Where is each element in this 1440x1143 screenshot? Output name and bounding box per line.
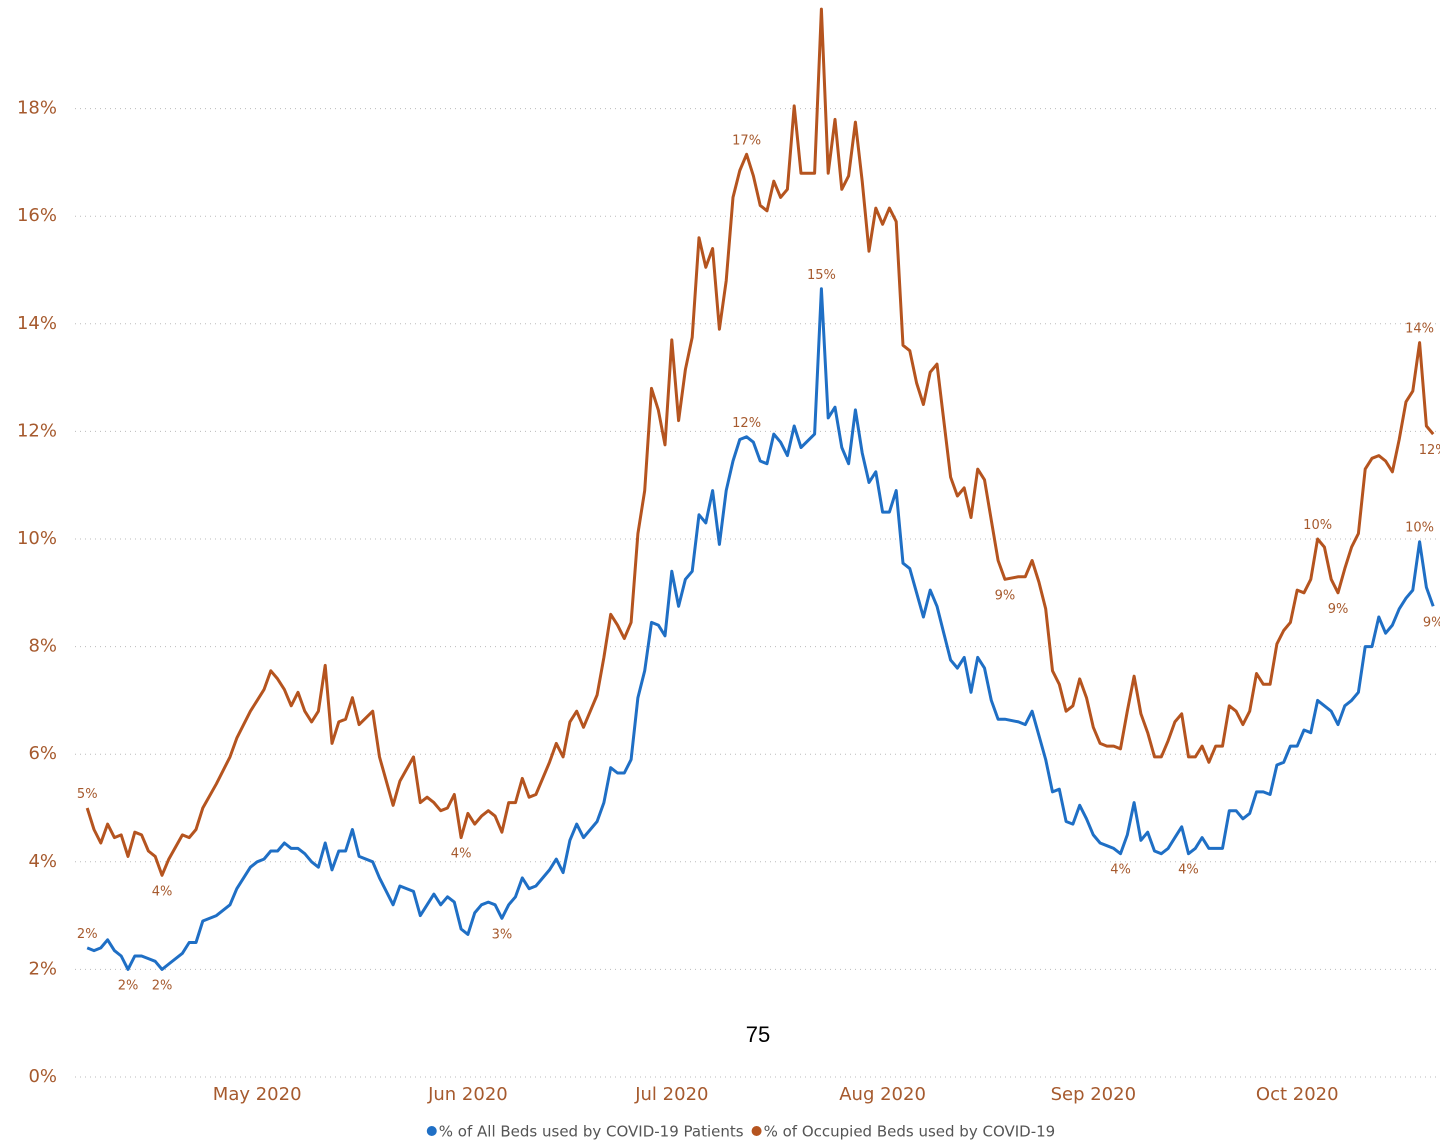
data-label: 4%: [451, 847, 472, 862]
legend-label: % of Occupied Beds used by COVID-19: [764, 1123, 1056, 1141]
y-tick-label: 4%: [28, 851, 57, 872]
data-label: 4%: [152, 884, 173, 899]
data-label: 14%: [1405, 322, 1434, 337]
data-label: 5%: [77, 787, 98, 802]
data-label: 12%: [1419, 443, 1440, 458]
data-label: 10%: [1303, 518, 1332, 533]
x-tick-label: May 2020: [213, 1084, 302, 1105]
data-label: 2%: [152, 978, 173, 993]
y-tick-label: 16%: [17, 205, 57, 226]
data-label: 9%: [995, 588, 1016, 603]
y-tick-label: 8%: [28, 636, 57, 657]
legend-label: % of All Beds used by COVID-19 Patients: [439, 1123, 744, 1141]
y-tick-label: 2%: [28, 958, 57, 979]
x-tick-label: Jul 2020: [634, 1084, 708, 1105]
x-tick-label: Aug 2020: [839, 1084, 926, 1105]
y-tick-label: 14%: [17, 313, 57, 334]
legend-marker: [751, 1126, 762, 1136]
x-tick-label: Sep 2020: [1051, 1084, 1136, 1105]
y-tick-label: 10%: [17, 528, 57, 549]
data-label: 3%: [492, 927, 513, 942]
data-label: 2%: [118, 978, 139, 993]
y-tick-label: 0%: [28, 1066, 57, 1087]
y-tick-label: 18%: [17, 98, 57, 119]
data-label: 4%: [1178, 863, 1199, 878]
x-tick-label: Oct 2020: [1256, 1084, 1339, 1105]
series-line: [86, 287, 1435, 971]
data-label: 4%: [1110, 863, 1131, 878]
data-label: 15%: [807, 268, 836, 283]
y-tick-label: 12%: [17, 420, 57, 441]
data-label: 12%: [732, 416, 761, 431]
data-label: 9%: [1423, 615, 1440, 630]
data-label: 17%: [732, 133, 761, 148]
data-label: 10%: [1405, 521, 1434, 536]
x-tick-label: Jun 2020: [427, 1084, 508, 1105]
data-label: 2%: [77, 927, 98, 942]
series-line: [85, 7, 1435, 877]
data-label: 9%: [1328, 602, 1349, 617]
legend-marker: [426, 1126, 437, 1136]
y-tick-label: 6%: [28, 743, 57, 764]
page-number: 75: [746, 1022, 770, 1047]
data-label: 20%: [807, 0, 836, 3]
